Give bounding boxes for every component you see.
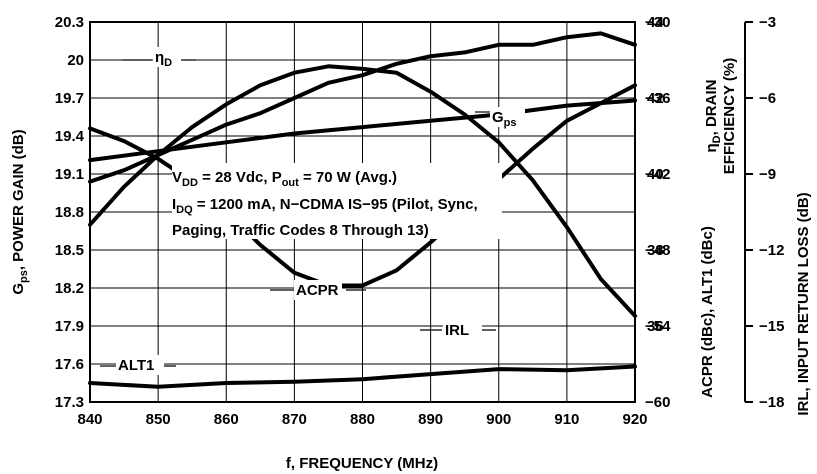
gain-tick-label: 18.8	[55, 204, 84, 221]
gain-tick-label: 20	[67, 52, 84, 69]
x-tick-label: 910	[554, 411, 579, 428]
annotation-mask	[172, 163, 502, 239]
series-line-alt1	[88, 364, 637, 389]
conditions-annotation: VDD = 28 Vdc, Pout = 70 W (Avg.) IDQ = 1…	[172, 163, 502, 239]
x-tick-label: 870	[282, 411, 307, 428]
irl-tick-label: −18	[759, 394, 784, 411]
acpr-tick-label: −42	[645, 166, 670, 183]
annotation-line-1: VDD = 28 Vdc, Pout = 70 W (Avg.)	[172, 169, 397, 189]
irl-tick-label: −15	[759, 318, 784, 335]
irl-axis: −18 −15 −12 −9 −6 −3	[744, 14, 784, 411]
gain-tick-label: 19.4	[55, 128, 85, 145]
series-label-mask	[490, 107, 525, 127]
annotation-line-3: Paging, Traffic Codes 8 Through 13)	[172, 222, 429, 239]
series-labels: ηD Gps ACPR IRL ALT1	[100, 47, 525, 375]
x-tick-label: 860	[214, 411, 239, 428]
series-label-mask	[443, 320, 482, 340]
acpr-tick-label: −36	[645, 90, 670, 107]
efficiency-tick-label: 42	[647, 90, 664, 107]
acpr-tick-label: −30	[645, 14, 670, 31]
x-tick-label: 900	[486, 411, 511, 428]
gain-tick-label: 18.5	[55, 242, 84, 259]
acpr-tick-label: −48	[645, 242, 670, 259]
x-tick-label: 890	[418, 411, 443, 428]
x-tick-label: 840	[77, 411, 102, 428]
series-label-irl: IRL	[445, 322, 469, 339]
series-label-mask	[153, 47, 181, 67]
series-line-g	[88, 64, 637, 318]
gain-tick-label: 17.9	[55, 318, 84, 335]
tick-labels: 840 850 860 870 880 890 900 910 920 17.3 17.6 17.9 1…	[55, 14, 671, 428]
x-tick-label: 920	[622, 411, 647, 428]
series-label-η: ηD	[155, 49, 172, 69]
gain-tick-label: 17.6	[55, 356, 84, 373]
irl-tick-label: −9	[759, 166, 776, 183]
series-label-mask	[116, 355, 164, 375]
irl-tick-label: −12	[759, 242, 784, 259]
acpr-tick-label: −54	[645, 318, 671, 335]
efficiency-tick-label: 36	[647, 318, 664, 335]
series-label-mask	[294, 280, 342, 300]
annotation-line-2: IDQ = 1200 mA, N−CDMA IS−95 (Pilot, Sync…	[172, 196, 478, 216]
efficiency-axis-title-line1: ηD, DRAIN	[703, 80, 723, 153]
gain-axis-title: Gps, POWER GAIN (dB)	[10, 129, 30, 294]
irl-axis-title: IRL, INPUT RETURN LOSS (dB)	[795, 192, 812, 415]
series-line-acpr	[88, 98, 637, 163]
series-label-alt1: ALT1	[118, 357, 154, 374]
x-axis-title: f, FREQUENCY (MHz)	[286, 455, 438, 472]
efficiency-tick-label: 38	[647, 242, 664, 259]
acpr-axis-title: ACPR (dBc), ALT1 (dBc)	[699, 226, 716, 398]
efficiency-tick-label: 40	[647, 166, 664, 183]
x-tick-label: 850	[146, 411, 171, 428]
irl-tick-label: −6	[759, 90, 776, 107]
efficiency-tick-label: 44	[647, 14, 664, 31]
gain-tick-label: 19.1	[55, 166, 84, 183]
series-label-acpr: ACPR	[296, 282, 339, 299]
series-label-g: Gps	[492, 109, 517, 129]
gain-tick-label: 19.7	[55, 90, 84, 107]
plot-frame	[89, 21, 636, 403]
series-line-η	[88, 31, 637, 184]
grid	[89, 21, 636, 403]
gain-tick-label: 18.2	[55, 280, 84, 297]
gain-tick-label: 17.3	[55, 394, 84, 411]
x-tick-label: 880	[350, 411, 375, 428]
irl-tick-label: −3	[759, 14, 776, 31]
acpr-tick-label: −60	[645, 394, 670, 411]
efficiency-axis-title-line2: EFFICIENCY (%)	[721, 58, 738, 174]
gain-tick-label: 20.3	[55, 14, 84, 31]
